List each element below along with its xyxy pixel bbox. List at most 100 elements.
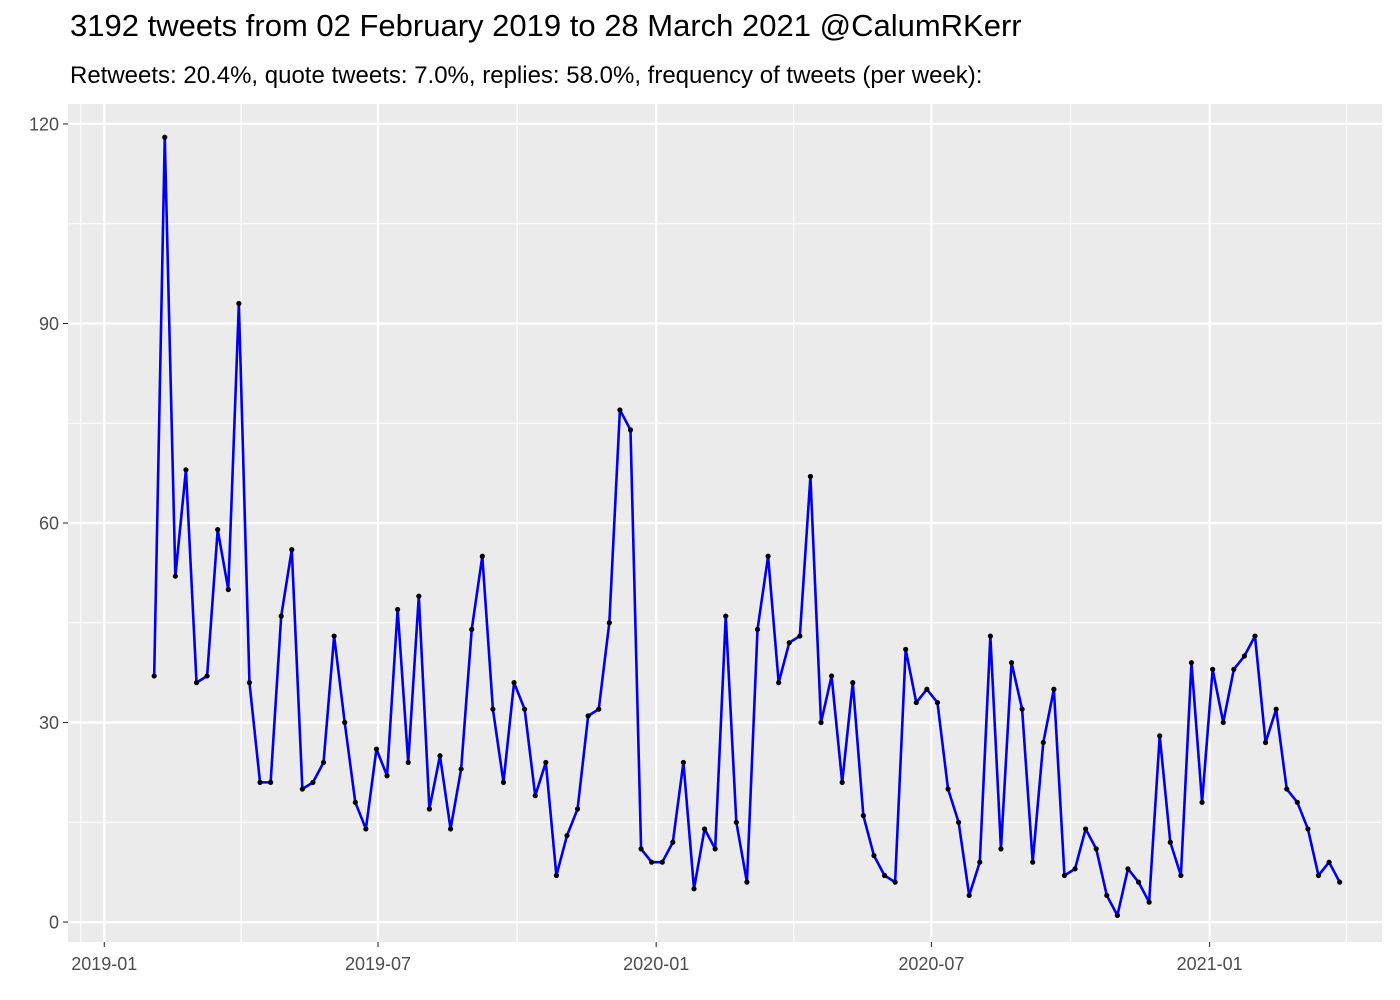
data-point [193, 680, 200, 686]
data-point [712, 846, 718, 852]
data-point [1273, 706, 1279, 712]
data-point [670, 839, 676, 845]
data-point [903, 646, 909, 652]
y-tick-label: 30 [39, 713, 59, 733]
data-point [945, 786, 951, 792]
data-point [850, 680, 856, 686]
data-point [458, 766, 464, 772]
data-point [1252, 633, 1258, 639]
data-point [289, 547, 295, 553]
data-point [998, 846, 1004, 852]
data-point [1061, 872, 1068, 879]
data-point [924, 686, 930, 692]
y-tick-label: 90 [39, 314, 59, 334]
data-point [1114, 912, 1120, 919]
data-point [1093, 846, 1099, 852]
data-point [1146, 899, 1152, 905]
data-point [977, 859, 983, 865]
data-point [1305, 826, 1311, 832]
data-point [310, 779, 316, 785]
data-point [225, 586, 231, 593]
data-point [1125, 866, 1131, 872]
data-point [1231, 666, 1237, 672]
data-point [246, 680, 253, 686]
data-point [1326, 859, 1332, 865]
data-point [754, 626, 761, 633]
data-point [564, 832, 570, 839]
data-point [1315, 872, 1322, 879]
data-point [1040, 739, 1046, 746]
data-point [818, 719, 824, 726]
x-tick-label: 2019-07 [345, 954, 411, 974]
data-point [691, 886, 697, 892]
data-point [342, 719, 348, 726]
x-tick-label: 2020-01 [623, 954, 689, 974]
data-point [733, 819, 739, 825]
data-point [299, 786, 305, 792]
data-point [956, 819, 962, 825]
data-point [1157, 733, 1163, 739]
data-point [363, 826, 369, 832]
data-point [744, 879, 750, 885]
data-point [1072, 866, 1078, 872]
data-point [511, 680, 517, 686]
data-point [1083, 826, 1089, 832]
data-point [839, 779, 845, 785]
x-tick-label: 2019-01 [71, 954, 137, 974]
y-tick-label: 120 [29, 114, 59, 134]
data-point [913, 699, 919, 706]
chart-subtitle: Retweets: 20.4%, quote tweets: 7.0%, rep… [70, 62, 983, 89]
chart-title: 3192 tweets from 02 February 2019 to 28 … [70, 8, 1022, 43]
data-point [1262, 739, 1269, 746]
data-point [1167, 839, 1173, 845]
data-point [257, 779, 263, 785]
data-point [617, 407, 623, 413]
data-point [426, 806, 432, 812]
data-point [765, 553, 771, 559]
data-point [701, 826, 708, 832]
data-point [1241, 653, 1247, 659]
data-point [268, 779, 274, 785]
data-point [680, 759, 687, 766]
data-point [627, 427, 634, 433]
data-point [395, 606, 401, 613]
data-point [532, 793, 538, 799]
data-point [278, 613, 284, 619]
data-point [1210, 666, 1216, 672]
data-point [479, 553, 485, 559]
data-point [1188, 660, 1195, 666]
data-point [638, 846, 644, 852]
data-point [860, 813, 866, 819]
data-point [1104, 892, 1110, 899]
data-point [585, 713, 591, 719]
data-point [1019, 706, 1025, 712]
data-point [606, 620, 612, 626]
data-point [320, 759, 327, 766]
data-point [437, 753, 443, 759]
data-point [469, 626, 475, 633]
data-point [215, 527, 221, 533]
y-tick-label: 0 [49, 913, 59, 933]
data-point [807, 473, 814, 480]
data-point [151, 673, 157, 679]
data-point [405, 759, 411, 766]
data-point [892, 879, 898, 885]
data-point [1008, 660, 1015, 666]
data-point [553, 872, 560, 879]
data-point [1294, 799, 1300, 805]
data-point [574, 806, 581, 812]
data-point [966, 892, 972, 899]
data-point [786, 640, 792, 646]
data-point [829, 673, 835, 679]
data-point [596, 706, 602, 712]
data-point [522, 706, 528, 712]
data-point [776, 680, 782, 686]
data-point [490, 706, 496, 712]
data-point [172, 573, 178, 579]
data-point [162, 134, 168, 140]
data-point [236, 300, 242, 307]
data-point [881, 872, 888, 879]
x-tick-label: 2020-07 [898, 954, 964, 974]
data-point [1030, 859, 1036, 865]
